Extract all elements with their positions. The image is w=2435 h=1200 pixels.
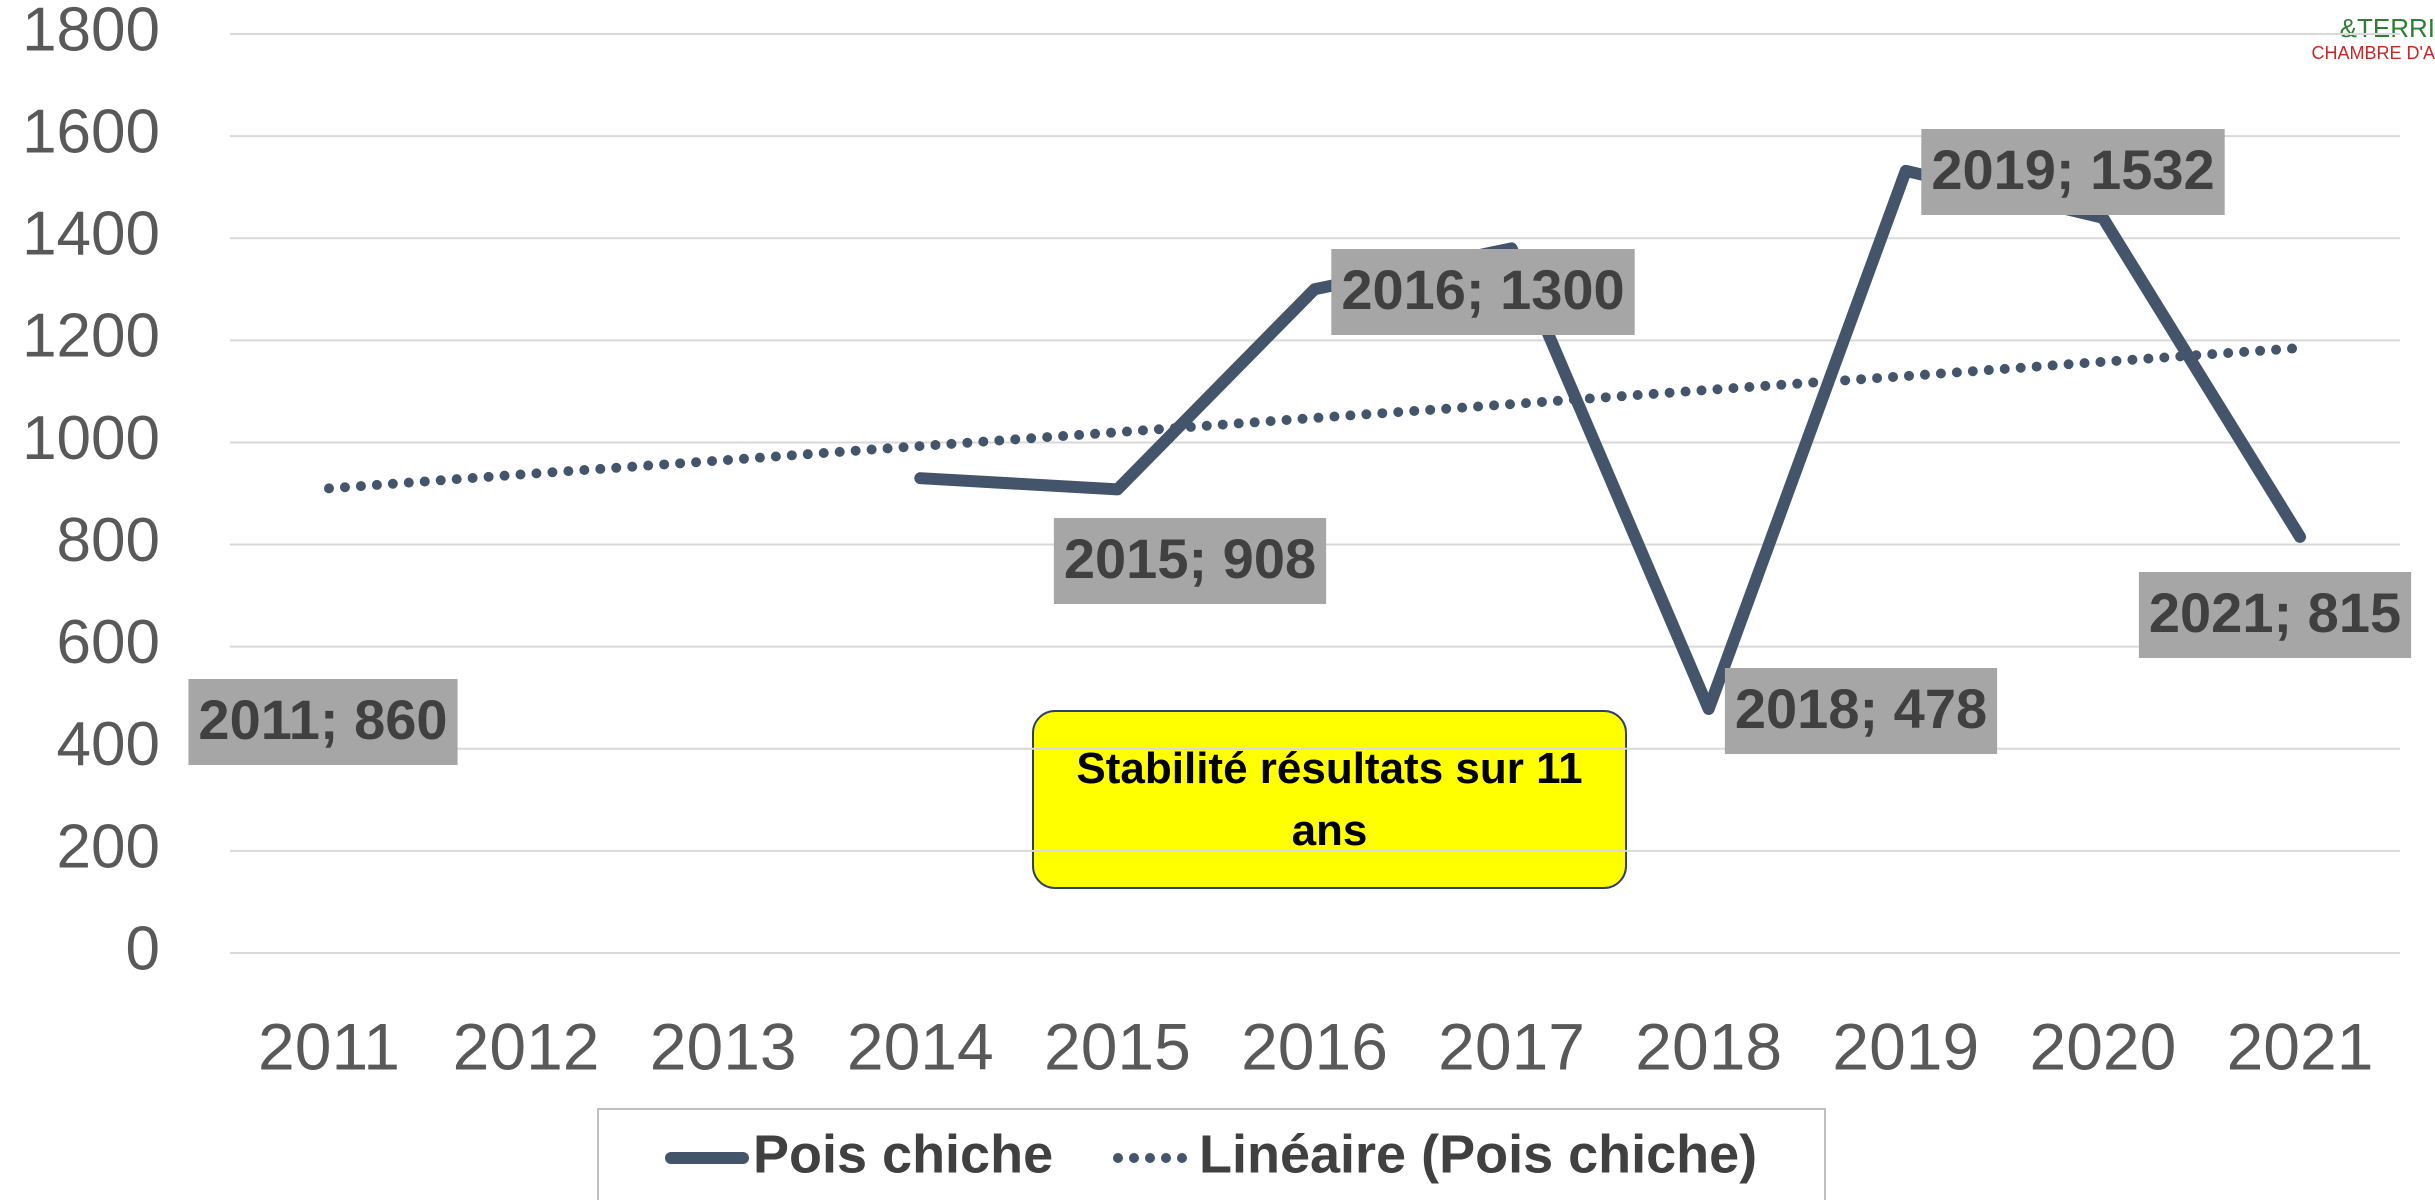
x-tick-label: 2013 xyxy=(650,1009,797,1083)
y-tick-label: 0 xyxy=(126,914,160,983)
data-label: 2011; 860 xyxy=(188,679,458,765)
data-label: 2018; 478 xyxy=(1724,668,1998,754)
y-tick-label: 400 xyxy=(57,710,160,779)
data-label-text: 2011; 860 xyxy=(198,688,447,751)
y-tick-label: 1800 xyxy=(22,0,160,64)
y-tick-label: 600 xyxy=(57,608,160,677)
data-label-text: 2019; 1532 xyxy=(1931,138,2214,201)
data-label-box xyxy=(1921,129,2225,215)
data-label-text: 2016; 1300 xyxy=(1341,258,1624,321)
x-tick-label: 2021 xyxy=(2227,1009,2374,1083)
annotation-text: Stabilité résultats sur 11 ans xyxy=(1076,743,1583,855)
y-tick-label: 1400 xyxy=(22,200,160,269)
data-label-text: 2021; 815 xyxy=(2149,581,2401,644)
x-tick-label: 2012 xyxy=(453,1009,600,1083)
logo-line: &TERRI xyxy=(2340,13,2435,43)
data-label: 2015; 908 xyxy=(1053,518,1327,604)
x-tick-label: 2019 xyxy=(1832,1009,1979,1083)
data-label: 2016; 1300 xyxy=(1331,249,1635,335)
logo-line: CHAMBRE D'A xyxy=(2312,43,2435,63)
y-tick-label: 800 xyxy=(57,506,160,575)
grid xyxy=(230,33,2400,954)
x-tick-label: 2015 xyxy=(1044,1009,1191,1083)
data-label-box xyxy=(1053,518,1327,604)
legend-label: Pois chiche xyxy=(753,1124,1053,1184)
x-tick-label: 2020 xyxy=(2029,1009,2176,1083)
x-tick-label: 2016 xyxy=(1241,1009,1388,1083)
legend-box xyxy=(597,1108,1826,1200)
x-tick-label: 2014 xyxy=(847,1009,994,1083)
data-label-box xyxy=(2138,572,2412,658)
series-line xyxy=(324,342,2305,494)
x-tick-label: 2011 xyxy=(258,1009,400,1083)
data-label-box xyxy=(1331,249,1635,335)
annotation-box xyxy=(1032,710,1627,889)
legend-label: Linéaire (Pois chiche) xyxy=(1199,1124,1757,1184)
data-label-box xyxy=(188,679,458,765)
y-tick-label: 1200 xyxy=(22,302,160,371)
data-label-text: 2018; 478 xyxy=(1735,677,1987,740)
data-label-box xyxy=(1724,668,1998,754)
x-tick-label: 2017 xyxy=(1438,1009,1585,1083)
data-label: 2021; 815 xyxy=(2138,572,2412,658)
y-tick-label: 200 xyxy=(57,812,160,881)
data-label: 2019; 1532 xyxy=(1921,129,2225,215)
y-tick-label: 1600 xyxy=(22,97,160,166)
annotation: Stabilité résultats sur 11 ans xyxy=(1076,743,1583,855)
data-label-text: 2015; 908 xyxy=(1064,527,1316,590)
y-tick-label: 1000 xyxy=(22,404,160,473)
x-tick-label: 2018 xyxy=(1635,1009,1782,1083)
